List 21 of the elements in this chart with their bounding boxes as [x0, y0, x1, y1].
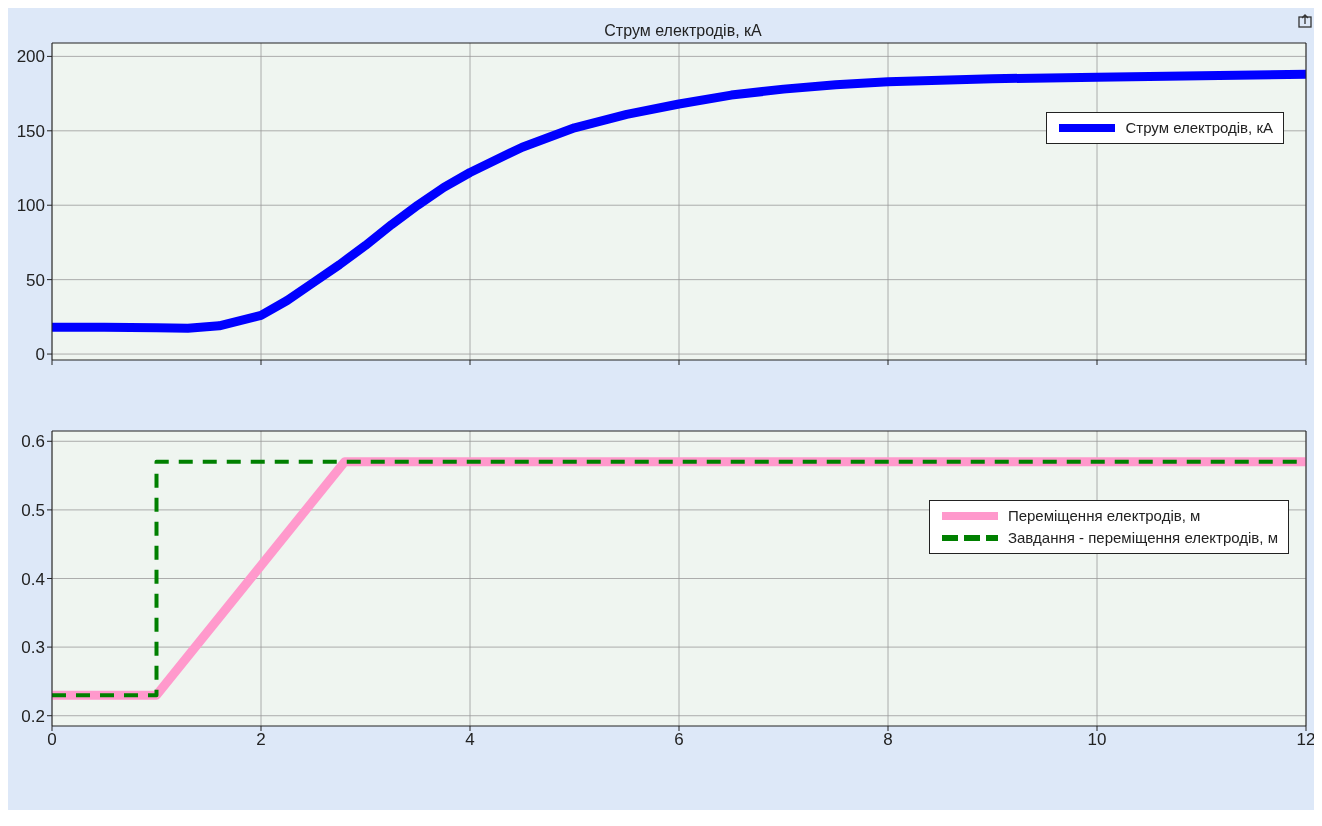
- legend: Струм електродів, кА: [1046, 112, 1284, 144]
- y-tick-label: 150: [16, 121, 45, 141]
- y-tick-label: 100: [16, 196, 45, 216]
- y-tick-label: 0.2: [21, 706, 45, 726]
- legend-label: Струм електродів, кА: [1125, 118, 1273, 138]
- x-tick-label: 4: [465, 730, 475, 750]
- y-tick-label: 0.6: [21, 432, 45, 452]
- x-tick-label: 8: [883, 730, 893, 750]
- y-tick-label: 50: [26, 270, 45, 290]
- y-tick-label: 0: [35, 345, 45, 365]
- x-tick-label: 12: [1296, 730, 1316, 750]
- legend-label: Завдання - переміщення електродів, м: [1007, 528, 1278, 548]
- y-tick-label: 0.5: [21, 500, 45, 520]
- y-tick-label: 0.3: [21, 638, 45, 658]
- y-tick-label: 200: [16, 47, 45, 67]
- x-tick-label: 2: [256, 730, 266, 750]
- y-tick-label: 0.4: [21, 569, 45, 589]
- x-tick-label: 10: [1087, 730, 1107, 750]
- legend-label: Переміщення електродів, м: [1007, 506, 1201, 526]
- x-tick-label: 6: [674, 730, 684, 750]
- chart-title: Струм електродів, кА: [603, 22, 763, 41]
